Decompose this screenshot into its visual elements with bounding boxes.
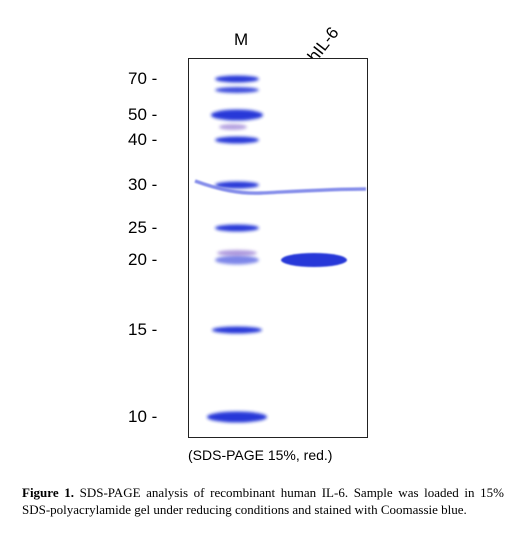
mw-label-25: 25 -	[128, 218, 158, 237]
figure-caption-text: SDS-PAGE analysis of recombinant human I…	[22, 485, 504, 517]
figure-caption-label: Figure 1.	[22, 485, 74, 500]
marker-band-25	[215, 224, 259, 232]
marker-band-20-upper	[217, 250, 257, 256]
figure-caption: Figure 1. SDS-PAGE analysis of recombina…	[22, 484, 504, 518]
marker-band-30	[215, 181, 259, 189]
marker-band-50-lower	[219, 124, 247, 130]
marker-band-20	[215, 255, 259, 265]
marker-band-70-lower	[215, 87, 259, 93]
marker-band-40	[215, 136, 259, 144]
sample-band-hil6	[281, 253, 347, 267]
gel-dye-front-line	[194, 179, 367, 195]
lane-label-marker: M	[234, 30, 249, 49]
mw-label-70: 70 -	[128, 69, 158, 88]
marker-band-70	[215, 75, 259, 83]
mw-label-20: 20 -	[128, 250, 158, 269]
mw-label-10: 10 -	[128, 407, 158, 426]
mw-label-40: 40 -	[128, 130, 158, 149]
marker-band-50	[211, 109, 263, 121]
mw-label-50: 50 -	[128, 105, 158, 124]
mw-label-30: 30 -	[128, 175, 158, 194]
gel-image	[188, 58, 368, 438]
mw-label-15: 15 -	[128, 320, 158, 339]
marker-band-10	[207, 411, 267, 423]
marker-band-15	[212, 326, 262, 334]
gel-caption: (SDS-PAGE 15%, red.)	[188, 447, 333, 463]
